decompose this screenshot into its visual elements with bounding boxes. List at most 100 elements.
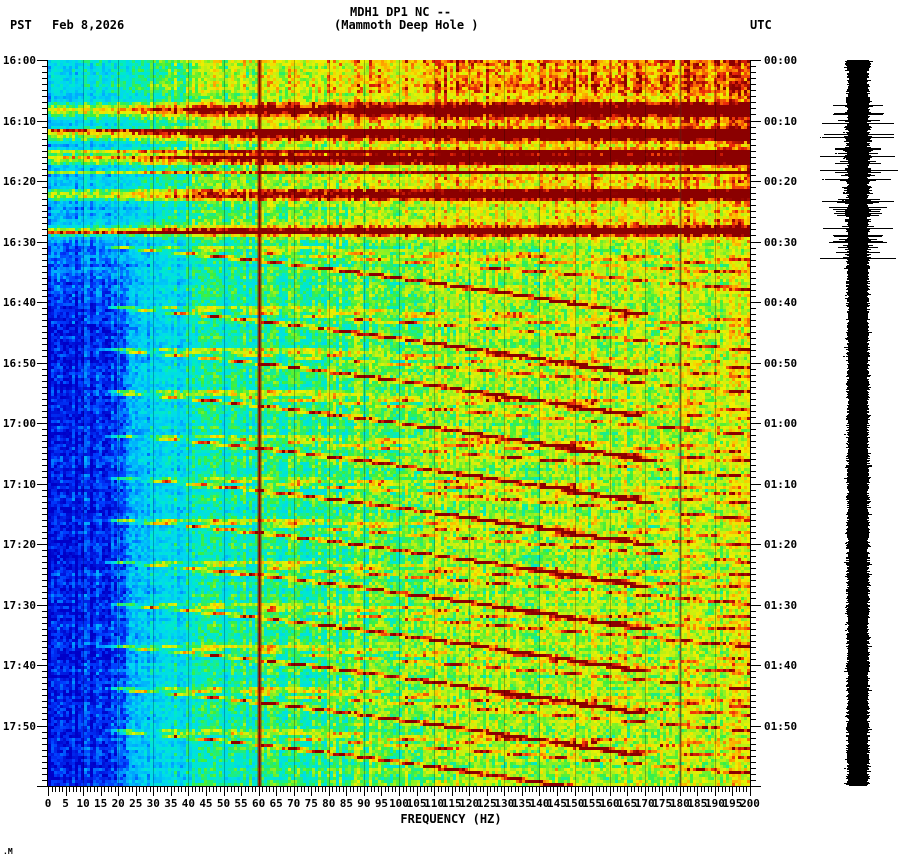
frequency-label: 55 (234, 797, 248, 810)
frequency-tick-minor (508, 787, 509, 792)
frequency-tick-minor (589, 787, 590, 792)
time-tick-minor-left (42, 429, 47, 430)
frequency-tick-major (417, 787, 418, 796)
time-tick-major-right (751, 484, 761, 485)
frequency-label: 70 (287, 797, 301, 810)
time-tick-minor-right (751, 435, 756, 436)
frequency-tick-minor (641, 787, 642, 792)
time-tick-minor-left (42, 133, 47, 134)
frequency-label: 160 (599, 797, 620, 810)
time-tick-minor-right (751, 223, 756, 224)
frequency-tick-major (539, 787, 540, 796)
frequency-tick-major (241, 787, 242, 796)
time-tick-minor-right (751, 538, 756, 539)
time-label-pst: 17:10 (2, 477, 36, 491)
frequency-tick-minor (596, 787, 597, 792)
time-label-utc: 00:10 (764, 114, 798, 128)
time-tick-minor-right (751, 465, 756, 466)
time-tick-minor-right (751, 332, 756, 333)
frequency-label: 95 (374, 797, 389, 810)
time-tick-minor-right (751, 157, 756, 158)
frequency-tick-minor (413, 787, 414, 792)
time-tick-minor-left (42, 459, 47, 460)
frequency-tick-minor (290, 787, 291, 792)
time-tick-minor-left (42, 526, 47, 527)
time-tick-minor-left (42, 235, 47, 236)
time-tick-minor-left (42, 72, 47, 73)
time-tick-minor-right (751, 326, 756, 327)
frequency-tick-minor (52, 787, 53, 792)
time-tick-minor-right (751, 350, 756, 351)
time-tick-minor-right (751, 719, 756, 720)
frequency-tick-minor (213, 787, 214, 792)
time-tick-minor-right (751, 502, 756, 503)
time-tick-minor-left (42, 677, 47, 678)
frequency-tick-minor (746, 787, 747, 792)
time-tick-minor-left (42, 502, 47, 503)
time-tick-minor-left (42, 381, 47, 382)
frequency-label: 100 (389, 797, 409, 810)
time-tick-minor-left (42, 780, 47, 781)
time-tick-minor-left (42, 254, 47, 255)
time-tick-minor-right (751, 671, 756, 672)
time-tick-major-left (37, 121, 47, 122)
frequency-tick-minor (59, 787, 60, 792)
time-tick-minor-right (751, 114, 756, 115)
time-tick-minor-right (751, 102, 756, 103)
time-tick-minor-right (751, 417, 756, 418)
frequency-tick-minor (525, 787, 526, 792)
frequency-tick-minor (248, 787, 249, 792)
frequency-tick-minor (669, 787, 670, 792)
frequency-tick-minor (388, 787, 389, 792)
frequency-label: 10 (76, 797, 90, 810)
time-label-pst: 17:20 (2, 538, 36, 551)
frequency-tick-minor (708, 787, 709, 792)
station-subtitle: (Mammoth Deep Hole ) (334, 18, 479, 32)
time-tick-minor-right (751, 750, 756, 751)
frequency-tick-major (329, 787, 330, 796)
time-label-utc: 01:50 (764, 719, 798, 733)
frequency-tick-minor (550, 787, 551, 792)
frequency-tick-major (680, 787, 681, 796)
time-tick-minor-right (751, 338, 756, 339)
frequency-tick-minor (318, 787, 319, 792)
time-tick-minor-left (42, 284, 47, 285)
frequency-tick-major (645, 787, 646, 796)
frequency-tick-minor (111, 787, 112, 792)
time-tick-minor-right (751, 314, 756, 315)
time-tick-minor-right (751, 653, 756, 654)
time-tick-minor-right (751, 344, 756, 345)
frequency-tick-minor (353, 787, 354, 792)
time-tick-major-right (751, 423, 761, 424)
time-tick-minor-left (42, 108, 47, 109)
frequency-tick-minor (392, 787, 393, 792)
time-tick-minor-left (42, 756, 47, 757)
frequency-label: 0 (44, 797, 52, 810)
time-tick-minor-left (42, 157, 47, 158)
frequency-tick-minor (378, 787, 379, 792)
time-tick-major-left (37, 423, 47, 424)
time-tick-minor-left (42, 344, 47, 345)
frequency-label: 75 (304, 797, 318, 810)
date-label: Feb 8,2026 (52, 18, 125, 32)
time-tick-minor-left (42, 441, 47, 442)
time-tick-minor-right (751, 701, 756, 702)
time-tick-major-right (751, 665, 761, 666)
frequency-tick-minor (273, 787, 274, 792)
frequency-tick-minor (620, 787, 621, 792)
frequency-tick-minor (441, 787, 442, 792)
time-tick-minor-right (751, 780, 756, 781)
time-tick-minor-left (42, 671, 47, 672)
frequency-tick-minor (262, 787, 263, 792)
frequency-label: 135 (511, 797, 532, 810)
spectrogram-canvas (48, 60, 750, 786)
frequency-tick-major (575, 787, 576, 796)
frequency-label: 105 (406, 797, 427, 810)
frequency-tick-minor (448, 787, 449, 792)
frequency-tick-minor (567, 787, 568, 792)
frequency-tick-minor (501, 787, 502, 792)
frequency-tick-minor (603, 787, 604, 792)
time-tick-minor-right (751, 768, 756, 769)
frequency-label: 140 (529, 797, 550, 810)
frequency-tick-minor (385, 787, 386, 792)
